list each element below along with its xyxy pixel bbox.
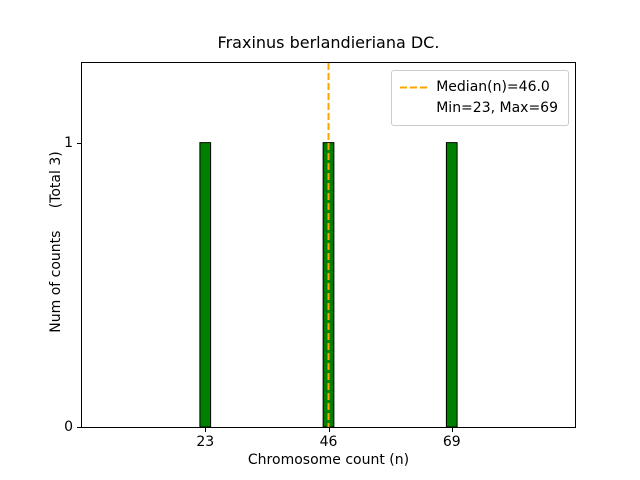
- plot-area: [81, 62, 576, 428]
- chart-title: Fraxinus berlandieriana DC.: [217, 33, 440, 52]
- legend: Median(n)=46.0 Min=23, Max=69: [391, 70, 569, 126]
- x-tick-label: 23: [196, 434, 215, 450]
- legend-blank-marker: [400, 98, 428, 119]
- x-tick-label: 46: [319, 434, 338, 450]
- plot-canvas: [199, 63, 458, 427]
- y-tick-mark: [77, 142, 81, 144]
- y-tick-label: 0: [64, 419, 73, 435]
- x-tick-mark: [328, 428, 330, 432]
- dashed-line-icon: [400, 77, 429, 98]
- legend-label-median: Median(n)=46.0: [436, 79, 550, 95]
- bar: [199, 142, 212, 427]
- x-tick-mark: [205, 428, 207, 432]
- y-tick-mark: [77, 427, 81, 428]
- x-axis-label: Chromosome count (n): [247, 452, 410, 468]
- y-axis-label: Num of counts (Total 3): [48, 151, 64, 333]
- legend-entry-median: Median(n)=46.0: [400, 77, 558, 98]
- legend-entry-minmax: Min=23, Max=69: [400, 98, 558, 119]
- x-tick-label: 69: [442, 434, 461, 450]
- legend-label-minmax: Min=23, Max=69: [436, 100, 558, 116]
- y-tick-label: 1: [64, 134, 73, 151]
- x-tick-mark: [451, 428, 453, 432]
- bar: [445, 142, 458, 427]
